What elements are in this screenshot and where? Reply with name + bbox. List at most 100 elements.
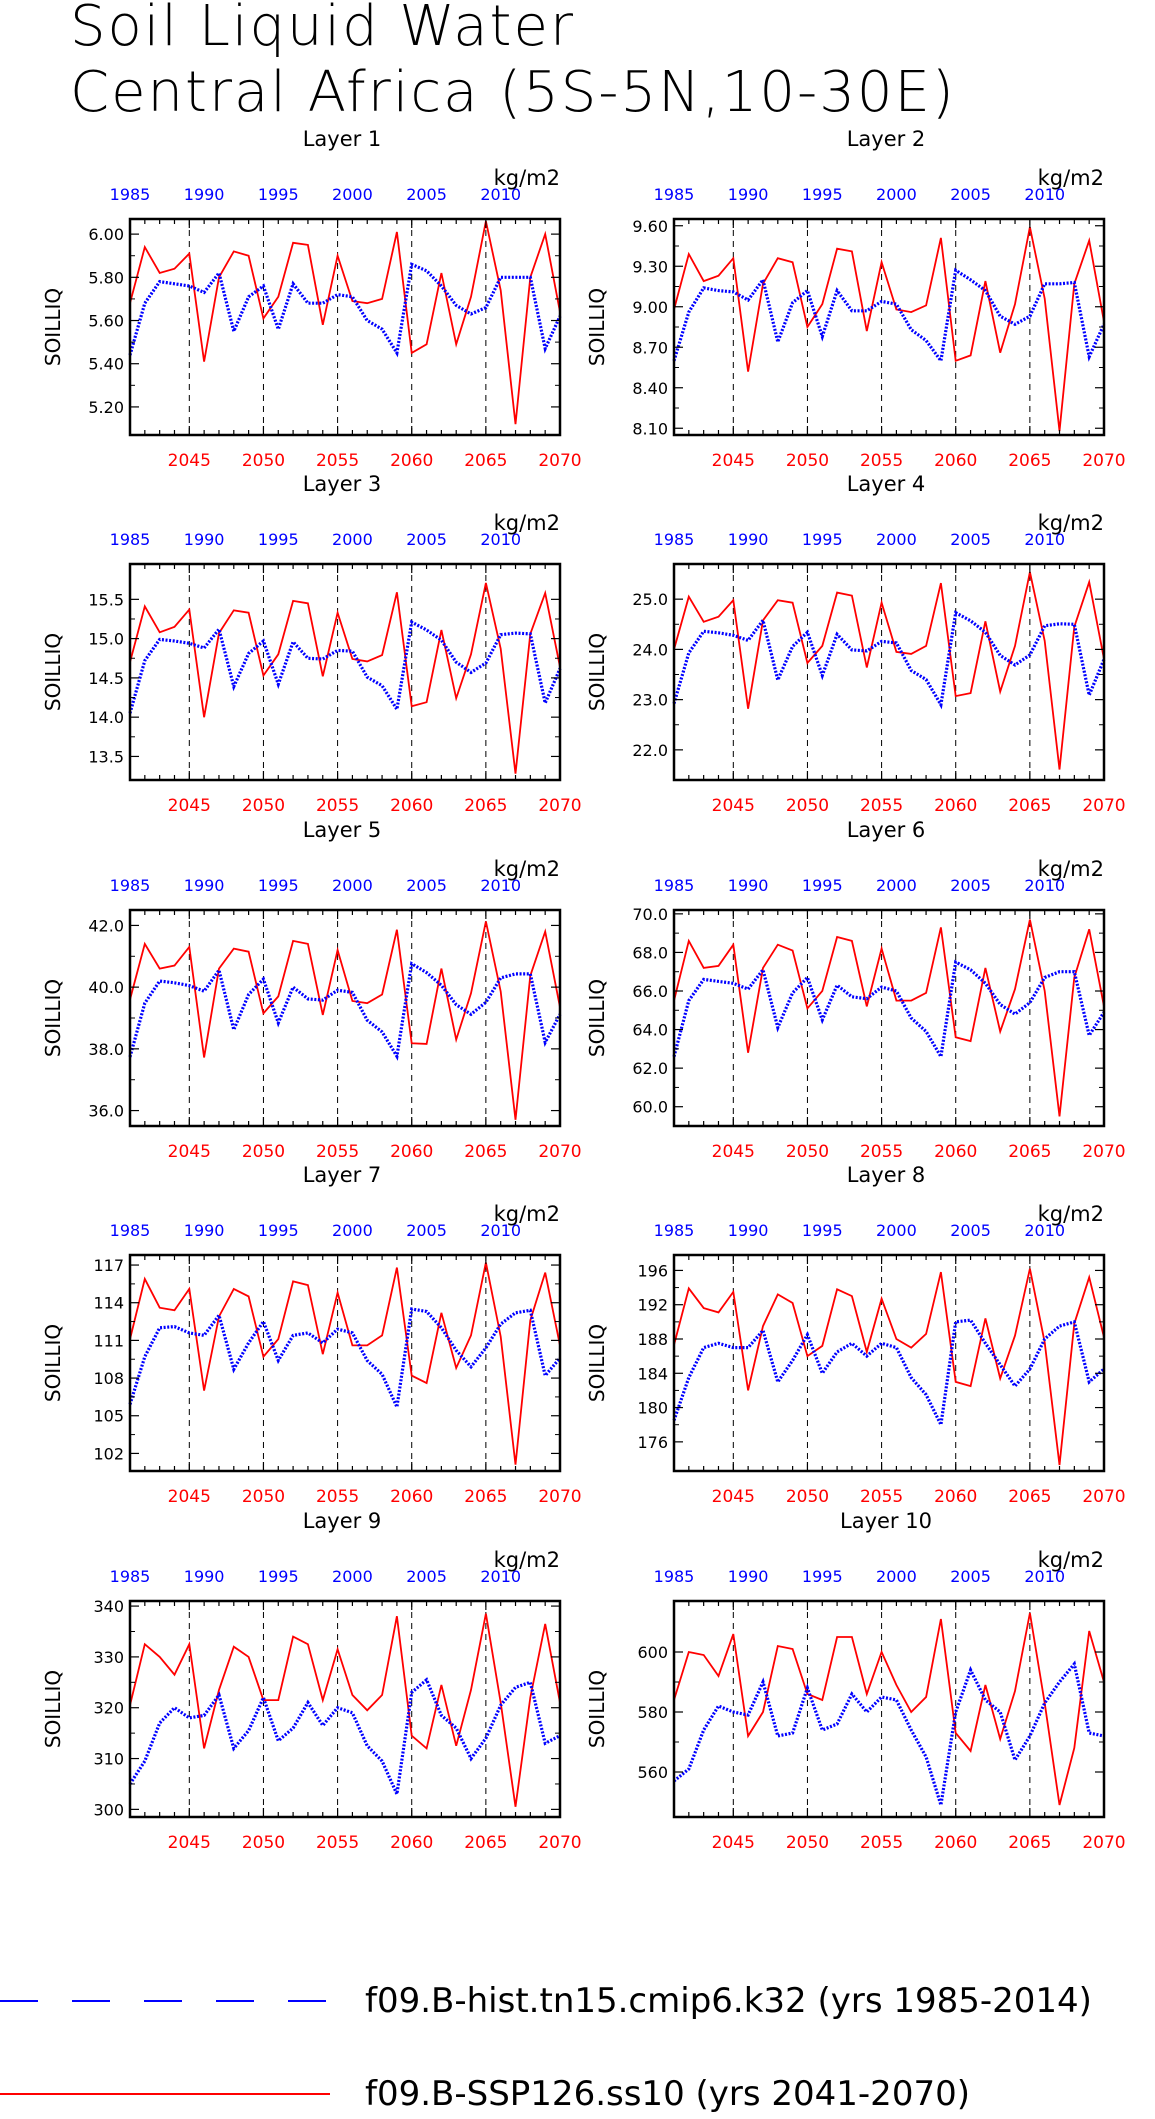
series-hist-line (672, 1318, 1106, 1431)
x-top-tick-label: 1990 (184, 1567, 225, 1586)
panel-title: Layer 3 (303, 472, 382, 496)
x-top-tick-label: 1985 (654, 1221, 695, 1240)
x-top-tick-label: 1990 (184, 1221, 225, 1240)
x-top-tick-label: 1995 (802, 1567, 843, 1586)
x-bottom-tick-label: 2065 (464, 1487, 507, 1507)
x-top-tick-label: 1985 (654, 185, 695, 204)
series-hist-line (672, 1660, 1105, 1806)
units-label: kg/m2 (494, 511, 560, 535)
y-tick-label: 340 (93, 1597, 124, 1616)
y-axis-label: SOILLIQ (41, 633, 65, 711)
series-hist-line (672, 267, 1106, 365)
x-top-tick-label: 2005 (406, 876, 447, 895)
x-top-tick-label: 2000 (332, 185, 373, 204)
x-top-tick-label: 2000 (332, 1567, 373, 1586)
x-bottom-tick-label: 2060 (934, 451, 977, 471)
x-top-tick-label: 1985 (110, 1567, 151, 1586)
y-tick-label: 24.0 (632, 640, 668, 659)
plot-frame (672, 217, 1106, 437)
x-bottom-tick-label: 2045 (712, 1142, 755, 1162)
plot-frame (672, 562, 1106, 782)
panel-layer-9: Layer 9 kg/m2 SOILLIQ 2045 2050 2055 2060 2065 2… (41, 1509, 582, 1853)
x-bottom-tick-label: 2055 (316, 796, 359, 816)
series-ssp-line (673, 226, 1105, 432)
y-tick-label: 184 (637, 1364, 668, 1383)
y-tick-label: 196 (637, 1261, 668, 1280)
x-bottom-tick-label: 2045 (712, 1487, 755, 1507)
y-tick-label: 70.0 (632, 905, 668, 924)
x-bottom-tick-label: 2060 (934, 1487, 977, 1507)
x-bottom-tick-label: 2060 (390, 1833, 433, 1853)
y-tick-label: 8.40 (632, 379, 668, 398)
panel-title: Layer 8 (847, 1163, 926, 1187)
y-tick-label: 62.0 (632, 1059, 668, 1078)
x-bottom-tick-label: 2060 (390, 796, 433, 816)
x-top-tick-label: 1995 (258, 1221, 299, 1240)
units-label: kg/m2 (1038, 1202, 1104, 1226)
x-top-tick-label: 1990 (728, 530, 769, 549)
units-label: kg/m2 (494, 1202, 560, 1226)
x-top-tick-label: 1990 (184, 185, 225, 204)
x-top-tick-label: 2010 (480, 876, 521, 895)
x-bottom-tick-label: 2055 (316, 451, 359, 471)
x-bottom-tick-label: 2060 (934, 1833, 977, 1853)
y-axis-label: SOILLIQ (585, 1324, 609, 1402)
panel-title: Layer 5 (303, 818, 382, 842)
y-tick-label: 102 (93, 1444, 124, 1463)
x-top-tick-label: 1995 (802, 876, 843, 895)
x-top-tick-label: 2000 (332, 876, 373, 895)
panel-title: Layer 7 (303, 1163, 382, 1187)
units-label: kg/m2 (1038, 857, 1104, 881)
x-top-tick-label: 2005 (950, 1567, 991, 1586)
x-top-tick-label: 1995 (258, 1567, 299, 1586)
y-tick-label: 330 (93, 1648, 124, 1667)
x-bottom-tick-label: 2045 (712, 1833, 755, 1853)
x-bottom-tick-label: 2065 (1008, 451, 1051, 471)
panel-title: Layer 10 (840, 1509, 932, 1533)
y-tick-label: 5.60 (88, 312, 124, 331)
series-hist-line (128, 961, 562, 1061)
x-bottom-tick-label: 2050 (786, 1142, 829, 1162)
x-bottom-tick-label: 2055 (316, 1487, 359, 1507)
x-bottom-tick-label: 2060 (390, 1142, 433, 1162)
y-tick-label: 6.00 (88, 225, 124, 244)
y-tick-label: 8.70 (632, 338, 668, 357)
y-axis-label: SOILLIQ (41, 979, 65, 1057)
series-hist-line (128, 619, 562, 714)
x-bottom-tick-label: 2065 (464, 1833, 507, 1853)
y-axis-label: SOILLIQ (41, 1324, 65, 1402)
plot-frame (672, 908, 1106, 1128)
x-top-tick-label: 2010 (480, 530, 521, 549)
panels-group: Layer 1 kg/m2 SOILLIQ 2045 2050 2055 2060 2065 2… (41, 127, 1126, 1853)
x-top-tick-label: 2000 (332, 1221, 373, 1240)
x-bottom-tick-label: 2070 (538, 1833, 581, 1853)
y-tick-label: 9.60 (632, 217, 668, 236)
x-top-tick-label: 1985 (654, 530, 695, 549)
x-top-tick-label: 2005 (406, 1221, 447, 1240)
units-label: kg/m2 (1038, 511, 1104, 535)
x-top-tick-label: 1990 (728, 185, 769, 204)
x-bottom-tick-label: 2050 (786, 1487, 829, 1507)
x-bottom-tick-label: 2045 (168, 796, 211, 816)
y-tick-label: 64.0 (632, 1021, 668, 1040)
y-tick-label: 310 (93, 1750, 124, 1769)
series-hist-line (128, 1307, 562, 1413)
plot-frame (672, 1253, 1106, 1473)
x-top-tick-label: 2005 (950, 530, 991, 549)
y-tick-label: 188 (637, 1330, 668, 1349)
x-top-tick-label: 2010 (1024, 1221, 1065, 1240)
y-tick-label: 300 (93, 1800, 124, 1819)
y-axis-label: SOILLIQ (585, 633, 609, 711)
x-bottom-tick-label: 2060 (934, 796, 977, 816)
x-bottom-tick-label: 2060 (390, 1487, 433, 1507)
plot-frame (128, 217, 562, 437)
x-bottom-tick-label: 2050 (786, 1833, 829, 1853)
x-bottom-tick-label: 2055 (860, 1142, 903, 1162)
x-top-tick-label: 1985 (110, 876, 151, 895)
x-bottom-tick-label: 2065 (1008, 796, 1051, 816)
x-bottom-tick-label: 2070 (538, 1487, 581, 1507)
x-bottom-tick-label: 2070 (538, 451, 581, 471)
y-tick-label: 36.0 (88, 1102, 124, 1121)
x-top-tick-label: 2010 (480, 1221, 521, 1240)
y-tick-label: 114 (93, 1294, 124, 1313)
